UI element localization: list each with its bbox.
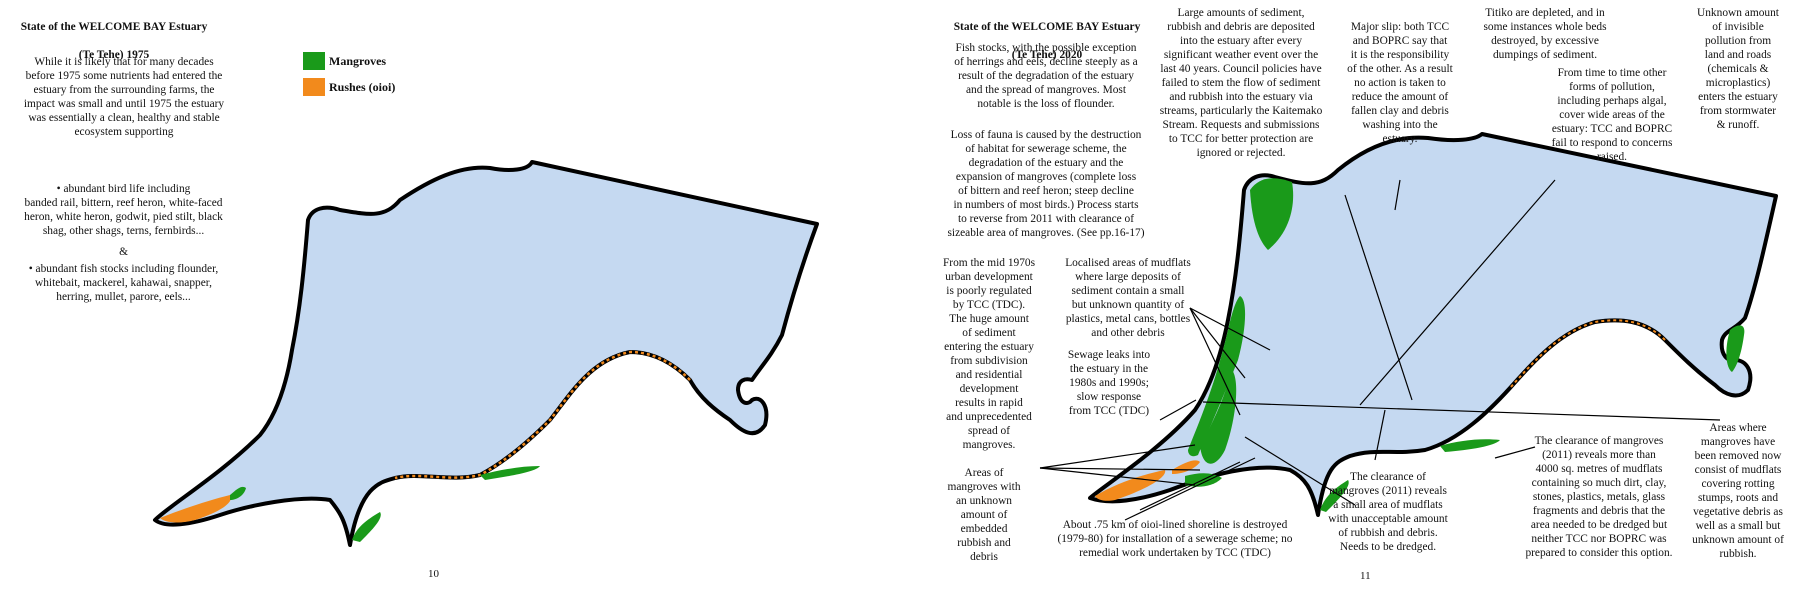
annotation-clearance-4000: The clearance of mangroves (2011) reveal…: [1525, 435, 1673, 559]
rushes-2020-shoreline: [1509, 319, 1666, 389]
right-title-line2: (Te Tehe) 2020: [1011, 49, 1083, 61]
open-sea-boundary-2020: [1481, 132, 1777, 198]
mangroves-2020-bay: [1440, 439, 1500, 452]
mangroves-2020-west-strip: [1188, 296, 1246, 457]
annotation-algal-pollution: From time to time other forms of polluti…: [1551, 67, 1673, 163]
mangroves-1975-bay: [480, 466, 540, 480]
annotation-fish-stocks: Fish stocks, with the possible exception…: [954, 42, 1138, 110]
estuary-map-1975: [153, 160, 819, 547]
left-page-number: 10: [428, 568, 439, 580]
annotation-titiko: Titiko are depleted, and in some instanc…: [1483, 7, 1607, 61]
mangroves-1975-south: [352, 512, 381, 542]
annotation-clearance-small: The clearance of mangroves (2011) reveal…: [1328, 471, 1448, 553]
annotation-leader-lines: [1039, 179, 1721, 521]
left-title-line1: State of the WELCOME BAY Estuary: [20, 21, 208, 33]
estuary-map-2020: [1039, 132, 1778, 521]
mangroves-2020-northwest: [1250, 178, 1294, 250]
left-ampersand: &: [119, 246, 128, 258]
annotation-embedded-rubbish: Areas of mangroves with an unknown amoun…: [947, 467, 1021, 563]
rushes-1975-shoreline: [394, 350, 691, 480]
right-title-line1: State of the WELCOME BAY Estuary: [953, 21, 1141, 33]
left-fish-bullet: • abundant fish stocks including flounde…: [28, 263, 219, 303]
annotation-unknown-pollution: Unknown amount of invisible pollution fr…: [1697, 7, 1779, 131]
mangroves-1975-west: [230, 486, 246, 500]
annotation-sediment-deposits: Large amounts of sediment, rubbish and d…: [1159, 7, 1323, 159]
annotation-major-slip: Major slip: both TCC and BOPRC say that …: [1347, 21, 1453, 145]
right-page-number: 11: [1360, 570, 1371, 582]
open-sea-boundary-1975: [531, 160, 818, 226]
annotation-oioi-destroyed: About .75 km of oioi-lined shoreline is …: [1057, 519, 1293, 559]
mangroves-2020-east-arm: [1726, 325, 1745, 372]
annotation-urban-development: From the mid 1970s urban development is …: [942, 257, 1036, 451]
annotation-loss-of-fauna: Loss of fauna is caused by the destructi…: [947, 129, 1145, 239]
left-title: State of the WELCOME BAY Estuary (Te Teh…: [14, 6, 214, 76]
annotation-localised-mudflats: Localised areas of mudflats where large …: [1065, 257, 1191, 339]
rushes-2020-west: [1095, 470, 1166, 501]
legend-rushes-label: Rushes (oioi): [329, 80, 396, 94]
estuary-water-1975: [153, 160, 819, 547]
right-title: State of the WELCOME BAY Estuary (Te Teh…: [942, 6, 1152, 76]
rushes-2020-tip: [1172, 460, 1200, 474]
legend-mangroves-swatch: [303, 52, 325, 70]
rushes-1975-west: [160, 495, 231, 523]
legend-rushes-swatch: [303, 78, 325, 96]
mangroves-2020-inner: [1200, 370, 1237, 464]
legend-mangroves-label: Mangroves: [329, 54, 387, 68]
left-bird-bullet: • abundant bird life including banded ra…: [24, 183, 223, 237]
left-intro: While it is likely that for many decades…: [23, 56, 225, 138]
annotation-sewage-leaks: Sewage leaks into the estuary in the 198…: [1067, 349, 1151, 417]
annotation-mangroves-removed: Areas where mangroves have been removed …: [1692, 422, 1784, 560]
left-title-line2: (Te Tehe) 1975: [78, 49, 150, 61]
mangroves-2020-south: [1320, 480, 1349, 512]
